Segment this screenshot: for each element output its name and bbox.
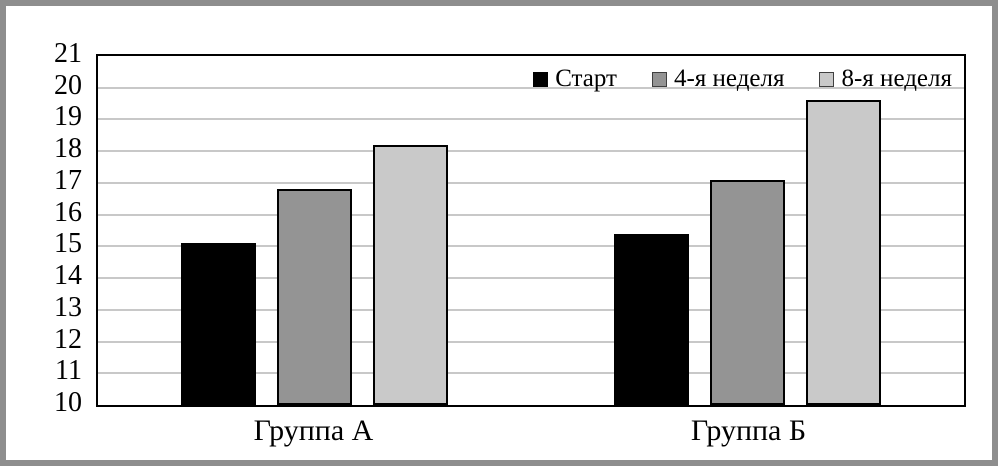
y-tick-label: 14 xyxy=(54,260,82,292)
legend-label: 4-я неделя xyxy=(673,65,785,92)
y-tick-label: 19 xyxy=(54,101,82,133)
y-tick-label: 20 xyxy=(54,69,82,101)
bar-group-b-series-0 xyxy=(614,234,689,405)
x-category-label: Группа А xyxy=(253,414,374,447)
gridline xyxy=(98,181,964,184)
bar-group-b-series-1 xyxy=(710,180,785,405)
gridline xyxy=(98,277,964,280)
y-tick-label: 13 xyxy=(54,291,82,323)
legend-label: Старт xyxy=(555,65,617,92)
x-axis-category-labels: Группа А Группа Б xyxy=(96,414,966,448)
legend-swatch-icon xyxy=(533,71,549,87)
legend-item: Старт xyxy=(533,65,617,93)
y-tick-label: 11 xyxy=(55,355,82,387)
legend-label: 8-я неделя xyxy=(841,65,952,92)
gridline xyxy=(98,86,964,89)
y-tick-label: 15 xyxy=(54,228,82,260)
legend-swatch-icon xyxy=(819,71,835,87)
bar-group-a-series-1 xyxy=(277,189,352,405)
legend-item: 8-я неделя xyxy=(819,65,952,93)
gridline xyxy=(98,308,964,311)
x-category-label: Группа Б xyxy=(690,414,807,447)
y-tick-label: 12 xyxy=(54,323,82,355)
legend: Старт 4-я неделя 8-я неделя xyxy=(533,65,952,93)
gridline xyxy=(98,245,964,248)
bar-group-a-series-2 xyxy=(373,145,448,405)
y-tick-label: 21 xyxy=(54,38,82,69)
y-tick-label: 18 xyxy=(54,133,82,165)
bar-group-b-series-2 xyxy=(806,100,881,405)
y-tick-label: 17 xyxy=(54,164,82,196)
legend-swatch-icon xyxy=(651,71,667,87)
gridline xyxy=(98,118,964,121)
gridline xyxy=(98,340,964,343)
gridline xyxy=(98,213,964,216)
gridline xyxy=(98,372,964,375)
plot-area: Старт 4-я неделя 8-я неделя xyxy=(96,54,966,407)
y-tick-label: 16 xyxy=(54,196,82,228)
y-tick-label: 10 xyxy=(54,387,82,418)
gridline xyxy=(98,150,964,153)
bar-group-a-series-0 xyxy=(181,243,256,405)
legend-item: 4-я неделя xyxy=(651,65,785,93)
